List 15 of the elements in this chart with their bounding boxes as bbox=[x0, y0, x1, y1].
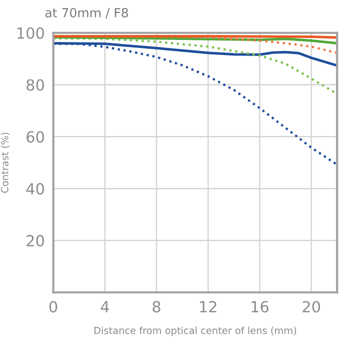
chart-title: at 70mm / F8 bbox=[45, 8, 128, 18]
y-tick-label: 100 bbox=[18, 27, 44, 39]
line-series bbox=[53, 37, 338, 95]
y-axis-title: Contrast (%) bbox=[0, 132, 10, 193]
x-tick-label: 8 bbox=[152, 300, 160, 313]
x-tick-label: 12 bbox=[200, 300, 216, 312]
x-tick-label: 4 bbox=[100, 301, 109, 312]
x-tick-label: 0 bbox=[49, 300, 58, 313]
x-tick-label: 20 bbox=[302, 300, 320, 313]
y-tick-label: 60 bbox=[26, 131, 44, 143]
x-tick-label: 16 bbox=[252, 300, 268, 313]
x-axis-title: Distance from optical center of lens (mm) bbox=[94, 326, 296, 336]
y-tick-label: 40 bbox=[26, 183, 44, 195]
y-tick-label: 80 bbox=[26, 79, 44, 91]
y-tick-label: 20 bbox=[26, 234, 44, 246]
